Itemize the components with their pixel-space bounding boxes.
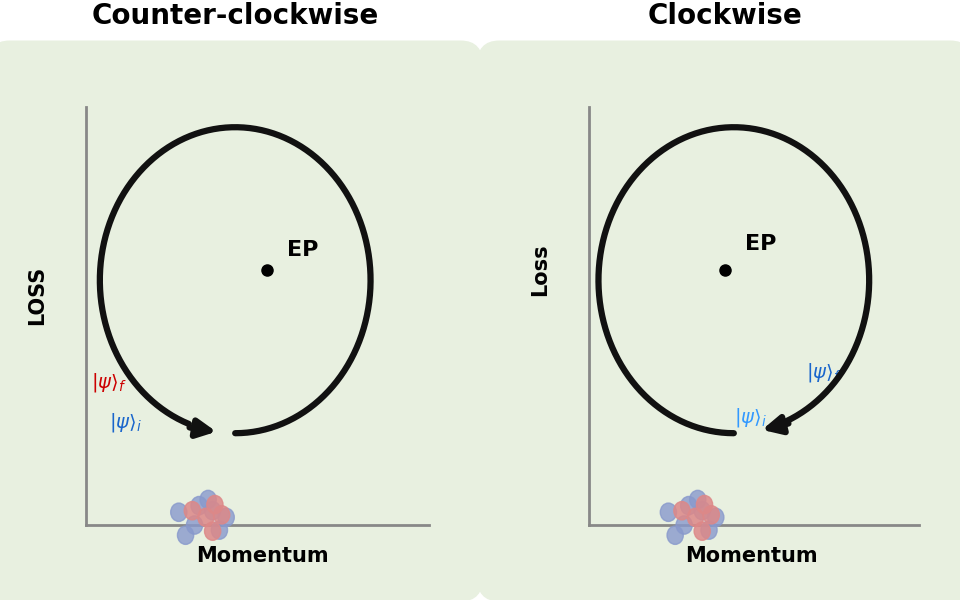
Text: EP: EP	[287, 239, 319, 260]
Text: Counter-clockwise: Counter-clockwise	[91, 2, 379, 30]
Circle shape	[676, 516, 692, 534]
Circle shape	[171, 503, 187, 521]
Circle shape	[211, 521, 228, 539]
Circle shape	[184, 502, 201, 520]
Circle shape	[186, 516, 203, 534]
Circle shape	[701, 521, 717, 539]
Circle shape	[694, 522, 710, 540]
Text: $|\psi\rangle_f$: $|\psi\rangle_f$	[806, 361, 842, 383]
Circle shape	[213, 506, 229, 524]
FancyBboxPatch shape	[0, 40, 483, 600]
Circle shape	[204, 502, 221, 520]
Circle shape	[218, 508, 234, 527]
Circle shape	[689, 490, 706, 509]
Circle shape	[206, 496, 223, 514]
Text: Clockwise: Clockwise	[647, 2, 803, 30]
Circle shape	[178, 526, 194, 544]
FancyBboxPatch shape	[477, 40, 960, 600]
Text: $|\psi\rangle_i$: $|\psi\rangle_i$	[108, 412, 142, 434]
Text: $|\psi\rangle_f$: $|\psi\rangle_f$	[91, 371, 127, 394]
Circle shape	[681, 496, 697, 515]
Circle shape	[191, 496, 207, 515]
Circle shape	[708, 508, 724, 527]
Circle shape	[198, 508, 214, 527]
Circle shape	[696, 496, 712, 514]
Circle shape	[667, 526, 684, 544]
Text: Momentum: Momentum	[196, 546, 328, 566]
Circle shape	[204, 522, 221, 540]
Text: EP: EP	[745, 235, 777, 254]
Circle shape	[703, 506, 719, 524]
Text: LOSS: LOSS	[27, 266, 47, 325]
Text: $|\psi\rangle_i$: $|\psi\rangle_i$	[733, 406, 767, 430]
Circle shape	[200, 490, 216, 509]
Circle shape	[694, 502, 710, 520]
Circle shape	[674, 502, 690, 520]
Text: Loss: Loss	[530, 244, 550, 296]
Circle shape	[687, 508, 704, 527]
Text: Momentum: Momentum	[685, 546, 818, 566]
Circle shape	[660, 503, 677, 521]
